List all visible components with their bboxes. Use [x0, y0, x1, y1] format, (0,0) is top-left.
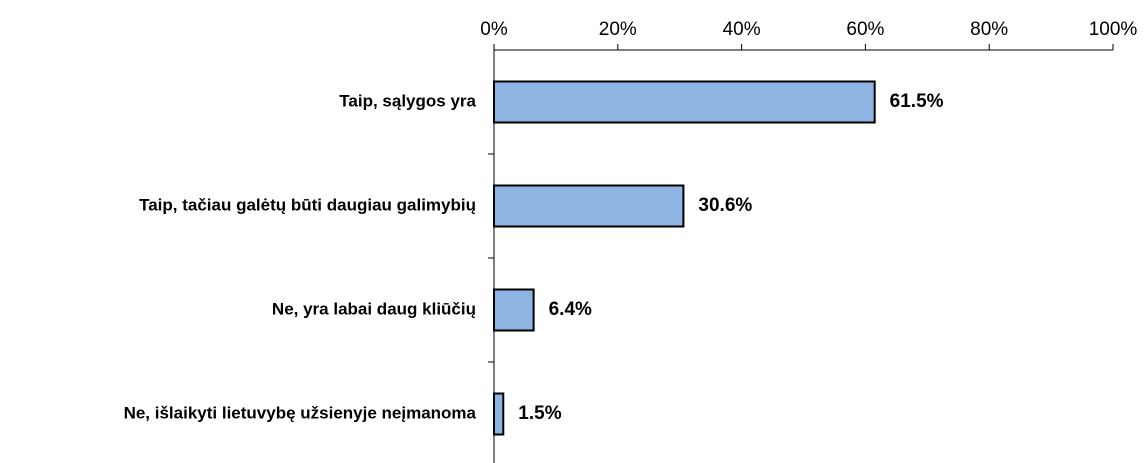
value-label: 1.5%: [518, 403, 561, 424]
x-tick-label: 80%: [970, 19, 1008, 40]
x-tick-label: 60%: [846, 19, 884, 40]
category-label: Taip, tačiau galėtų būti daugiau galimyb…: [139, 195, 476, 214]
value-label: 61.5%: [890, 91, 944, 112]
bar: [493, 288, 535, 332]
x-tick-label: 100%: [1089, 19, 1138, 40]
x-tick-label: 0%: [480, 19, 508, 40]
bar: [493, 392, 505, 436]
x-tick-label: 40%: [723, 19, 761, 40]
category-label: Ne, yra labai daug kliūčių: [272, 299, 476, 318]
bar: [493, 80, 876, 124]
bar: [493, 184, 685, 228]
x-tick-label: 20%: [599, 19, 637, 40]
category-label: Taip, sąlygos yra: [339, 91, 476, 110]
category-label: Ne, išlaikyti lietuvybę užsienyje neįman…: [124, 403, 477, 422]
value-label: 6.4%: [549, 299, 592, 320]
value-label: 30.6%: [698, 195, 752, 216]
